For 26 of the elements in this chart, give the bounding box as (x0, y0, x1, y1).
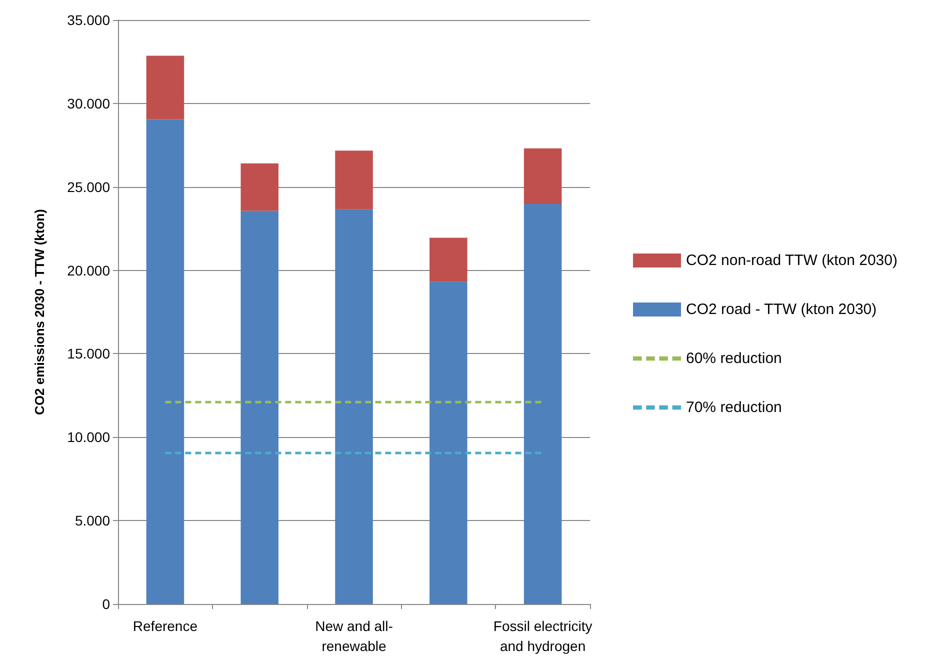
bar (430, 238, 468, 282)
bar (430, 282, 468, 604)
bar (524, 148, 562, 204)
y-tick-label: 35.000 (67, 12, 110, 28)
y-tick-label: 10.000 (67, 429, 110, 446)
legend-label: CO2 non-road TTW (kton 2030) (686, 252, 898, 269)
bar (335, 209, 373, 604)
y-tick-label: 30.000 (67, 95, 110, 112)
y-tick-label: 0 (102, 596, 110, 612)
bar (240, 163, 278, 211)
bar (524, 204, 562, 604)
y-tick-label: 25.000 (67, 178, 110, 195)
y-tick-label: 5.000 (74, 512, 110, 529)
legend-label: 70% reduction (686, 399, 782, 416)
legend-label: CO2 road - TTW (kton 2030) (686, 301, 877, 318)
bar (146, 56, 184, 120)
y-tick-label: 15.000 (67, 346, 110, 362)
bar (335, 150, 373, 210)
y-axis-title: CO2 emissions 2030 - TTW (kton) (32, 209, 47, 415)
x-tick-label: Reference (132, 618, 198, 634)
x-tick-label: New and all-renewable (315, 618, 394, 654)
x-tick-label: Fossil electricity and hydrogen (493, 618, 592, 654)
bar (240, 210, 278, 604)
legend-label: 60% reduction (686, 350, 782, 367)
y-tick-label: 20.000 (67, 262, 110, 278)
bar (146, 119, 184, 604)
